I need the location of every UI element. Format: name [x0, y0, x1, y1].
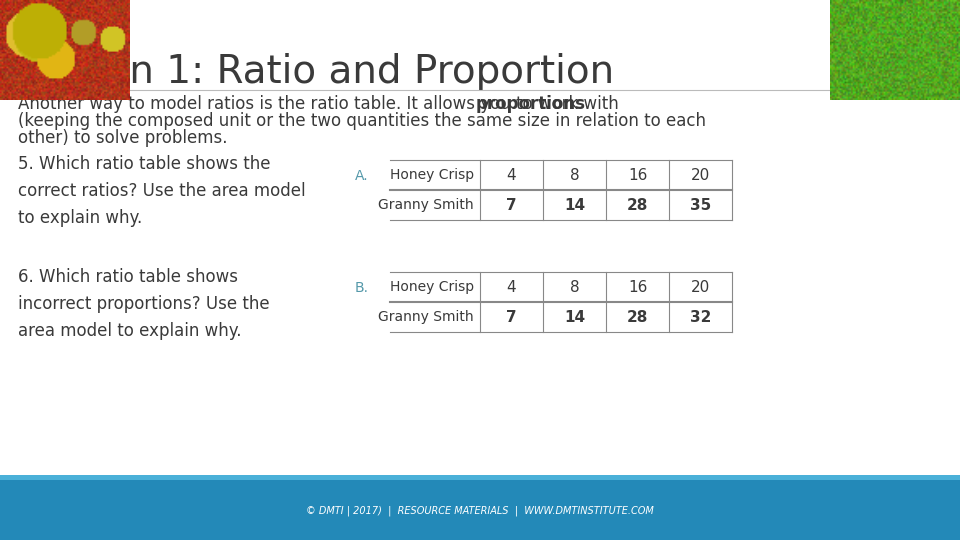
Text: 32: 32	[690, 309, 711, 325]
Text: 20: 20	[691, 280, 710, 294]
Text: 8: 8	[569, 280, 579, 294]
Text: 28: 28	[627, 198, 648, 213]
Text: Honey Crisp: Honey Crisp	[390, 280, 474, 294]
Text: (keeping the composed unit or the two quantities the same size in relation to ea: (keeping the composed unit or the two qu…	[18, 112, 706, 130]
Text: 16: 16	[628, 280, 647, 294]
Text: 14: 14	[564, 309, 585, 325]
Text: other) to solve problems.: other) to solve problems.	[18, 129, 228, 147]
Text: 5. Which ratio table shows the
correct ratios? Use the area model
to explain why: 5. Which ratio table shows the correct r…	[18, 155, 305, 227]
Text: A.: A.	[355, 170, 369, 184]
Text: 28: 28	[627, 309, 648, 325]
Text: 7: 7	[506, 309, 516, 325]
Text: 16: 16	[628, 167, 647, 183]
Text: 20: 20	[691, 167, 710, 183]
Text: Granny Smith: Granny Smith	[378, 310, 474, 324]
Text: 6. Which ratio table shows
incorrect proportions? Use the
area model to explain : 6. Which ratio table shows incorrect pro…	[18, 268, 270, 340]
Text: Lesson 1: Ratio and Proportion: Lesson 1: Ratio and Proportion	[20, 53, 614, 91]
Text: 7: 7	[506, 198, 516, 213]
Bar	[0, 475, 960, 480]
Text: 8: 8	[569, 167, 579, 183]
Text: 4: 4	[507, 280, 516, 294]
Text: proportions: proportions	[475, 95, 586, 113]
Text: Granny Smith: Granny Smith	[378, 198, 474, 212]
Text: B.: B.	[355, 281, 369, 295]
Text: 35: 35	[690, 198, 711, 213]
Text: Honey Crisp: Honey Crisp	[390, 168, 474, 182]
Text: Another way to model ratios is the ratio table. It allows you to work with: Another way to model ratios is the ratio…	[18, 95, 624, 113]
Bar	[0, 478, 960, 540]
Text: 4: 4	[507, 167, 516, 183]
Text: 14: 14	[564, 198, 585, 213]
Text: © DMTI | 2017)  |  RESOURCE MATERIALS  |  WWW.DMTINSTITUTE.COM: © DMTI | 2017) | RESOURCE MATERIALS | WW…	[306, 506, 654, 516]
